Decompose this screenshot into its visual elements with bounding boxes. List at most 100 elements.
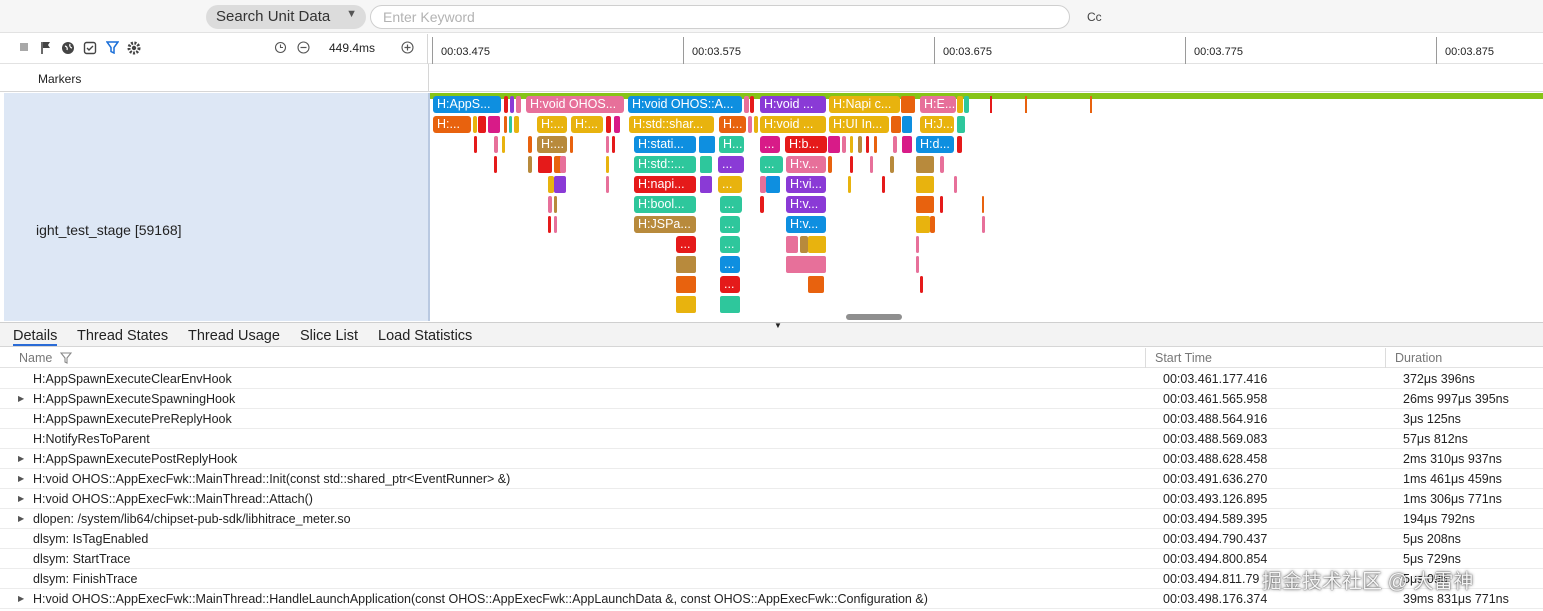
trace-slice-thin[interactable] [902,136,912,153]
trace-slice-thin[interactable] [606,136,609,153]
table-row[interactable]: H:NotifyResToParent 00:03.488.569.083 57μs… [0,429,1543,449]
horizontal-scrollbar[interactable] [846,314,902,320]
trace-slice[interactable]: H... [719,116,746,133]
trace-slice-thin[interactable] [548,196,552,213]
trace-slice-thin[interactable] [893,136,897,153]
trace-slice-thin[interactable] [964,96,969,113]
mark-icon[interactable] [83,41,97,55]
trace-slice[interactable]: ... [720,196,742,213]
tab-thread-usage[interactable]: Thread Usage [188,328,280,344]
flag-icon[interactable] [39,41,53,55]
expand-arrow-icon[interactable]: ▶ [18,474,25,483]
trace-slice-thin[interactable] [842,136,846,153]
trace-slice[interactable]: H:... [537,116,567,133]
trace-slice-thin[interactable] [916,216,930,233]
trace-slice-thin[interactable] [554,156,562,173]
trace-slice-thin[interactable] [760,196,764,213]
trace-slice-thin[interactable] [612,136,615,153]
trace-slice[interactable]: H:v... [786,196,826,213]
trace-slice-thin[interactable] [474,136,477,153]
trace-slice-thin[interactable] [982,216,985,233]
tab-thread-states[interactable]: Thread States [77,328,169,344]
trace-slice-thin[interactable] [850,136,853,153]
trace-slice-thin[interactable] [494,156,497,173]
globe-icon[interactable] [61,41,75,55]
table-row[interactable]: H:AppSpawnExecuteClearEnvHook 00:03.461.1… [0,369,1543,389]
trace-slice-thin[interactable] [676,296,696,313]
trace-slice-thin[interactable] [766,176,780,193]
trace-slice[interactable]: H:J... [920,116,954,133]
collapse-panel-icon[interactable]: ▼ [774,321,782,330]
trace-slice[interactable]: H:... [571,116,603,133]
trace-slice-thin[interactable] [750,96,754,113]
match-case-toggle[interactable]: Cc [1087,10,1102,24]
trace-slice[interactable]: ... [676,236,696,253]
trace-slice[interactable]: ... [720,216,740,233]
trace-slice-thin[interactable] [510,96,514,113]
table-row[interactable]: H:AppSpawnExecutePreReplyHook 00:03.488.5… [0,409,1543,429]
trace-slice[interactable]: H:... [433,116,471,133]
trace-slice-thin[interactable] [528,156,532,173]
table-row[interactable]: dlsym: IsTagEnabled 00:03.494.790.437 5μs … [0,529,1543,549]
expand-arrow-icon[interactable]: ▶ [18,394,25,403]
trace-slice-thin[interactable] [700,176,712,193]
trace-slice[interactable]: H:bool... [634,196,696,213]
trace-slice-thin[interactable] [858,136,862,153]
table-row[interactable]: ▶ H:void OHOS::AppExecFwk::MainThread::In… [0,469,1543,489]
trace-slice-thin[interactable] [890,156,894,173]
time-ruler[interactable]: 00:03.475 00:03.575 00:03.675 00:03.775 … [429,34,1543,64]
table-row[interactable]: dlsym: FinishTrace 00:03.494.811.79 5μs 09… [0,569,1543,589]
tab-load-statistics[interactable]: Load Statistics [378,328,473,344]
zoom-in-icon[interactable] [400,41,414,55]
trace-slice[interactable]: H:std::... [634,156,696,173]
trace-slice-thin[interactable] [504,116,507,133]
trace-slice-thin[interactable] [882,176,885,193]
trace-slice-thin[interactable] [870,156,873,173]
trace-slice-thin[interactable] [516,96,521,113]
trace-slice[interactable]: H:napi... [634,176,696,193]
trace-slice-thin[interactable] [957,96,963,113]
stop-icon[interactable] [17,41,31,55]
trace-slice[interactable]: ... [718,156,744,173]
trace-slice[interactable]: H:... [537,136,567,153]
trace-slice-thin[interactable] [957,116,965,133]
trace-slice-thin[interactable] [478,116,486,133]
trace-slice-thin[interactable] [916,176,934,193]
trace-slice-thin[interactable] [488,116,500,133]
trace-slice-thin[interactable] [930,216,935,233]
trace-slice-thin[interactable] [606,176,609,193]
trace-slice[interactable]: H:std::shar... [629,116,714,133]
trace-slice[interactable]: H:JSPa... [634,216,696,233]
trace-slice[interactable]: ... [720,236,740,253]
trace-slice-thin[interactable] [504,96,508,113]
reset-zoom-icon[interactable] [273,41,287,55]
trace-slice-thin[interactable] [828,136,840,153]
filter-icon[interactable] [59,351,73,364]
trace-slice[interactable]: H:void OHOS::A... [628,96,742,113]
tab-slice-list[interactable]: Slice List [300,328,359,344]
trace-slice-thin[interactable] [720,296,740,313]
filter-icon[interactable] [105,41,119,55]
trace-slice-thin[interactable] [901,96,915,113]
trace-slice-thin[interactable] [676,256,696,273]
trace-slice[interactable]: H:void ... [760,116,826,133]
trace-slice-thin[interactable] [509,116,512,133]
trace-slice-thin[interactable] [850,156,853,173]
column-header-name[interactable]: Name [19,351,53,365]
trace-slice-thin[interactable] [916,156,934,173]
trace-slice-thin[interactable] [554,176,566,193]
trace-slice-thin[interactable] [954,176,957,193]
table-row[interactable]: dlsym: StartTrace 00:03.494.800.854 5μs 72… [0,549,1543,569]
trace-slice-thin[interactable] [1025,96,1027,113]
trace-slice-thin[interactable] [957,136,962,153]
trace-slice-thin[interactable] [754,116,758,133]
trace-slice-thin[interactable] [560,156,566,173]
trace-slice-thin[interactable] [606,116,611,133]
trace-slice-thin[interactable] [514,116,519,133]
markers-row[interactable]: Markers [0,64,1543,92]
table-row[interactable]: ▶ dlopen: /system/lib64/chipset-pub-sdk/l… [0,509,1543,529]
trace-slice[interactable]: H:d... [916,136,954,153]
trace-slice-thin[interactable] [502,136,505,153]
expand-arrow-icon[interactable]: ▶ [18,454,25,463]
trace-slice-thin[interactable] [940,196,943,213]
